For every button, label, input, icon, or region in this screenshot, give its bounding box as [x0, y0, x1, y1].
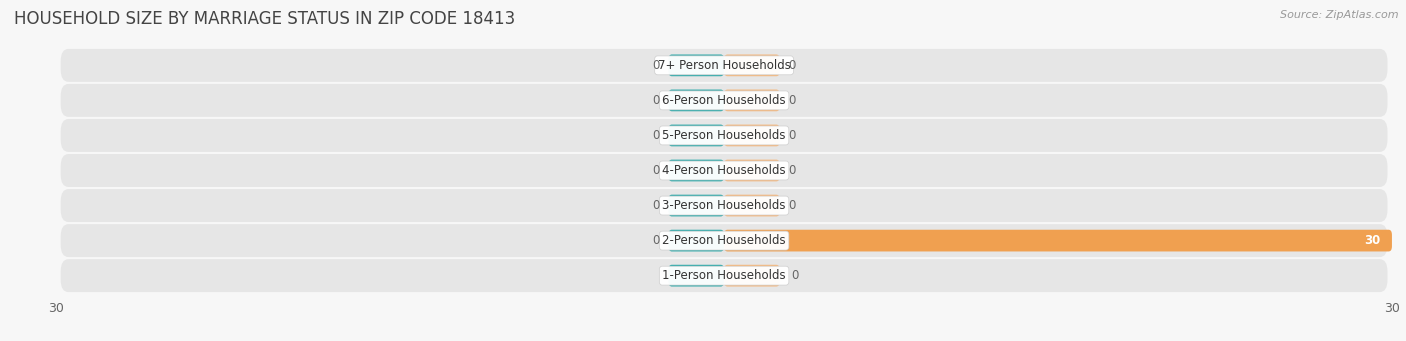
- Text: Source: ZipAtlas.com: Source: ZipAtlas.com: [1281, 10, 1399, 20]
- Text: 0: 0: [789, 199, 796, 212]
- FancyBboxPatch shape: [668, 90, 724, 111]
- FancyBboxPatch shape: [668, 55, 724, 76]
- FancyBboxPatch shape: [60, 49, 1388, 82]
- Text: 7+ Person Households: 7+ Person Households: [658, 59, 790, 72]
- FancyBboxPatch shape: [724, 90, 780, 111]
- FancyBboxPatch shape: [724, 230, 1392, 251]
- Text: 0: 0: [652, 199, 659, 212]
- FancyBboxPatch shape: [60, 259, 1388, 292]
- FancyBboxPatch shape: [668, 265, 724, 286]
- Text: 0: 0: [652, 59, 659, 72]
- FancyBboxPatch shape: [668, 124, 724, 146]
- FancyBboxPatch shape: [668, 230, 724, 251]
- Text: 0: 0: [789, 129, 796, 142]
- FancyBboxPatch shape: [724, 265, 780, 286]
- FancyBboxPatch shape: [60, 224, 1388, 257]
- Text: 5-Person Households: 5-Person Households: [662, 129, 786, 142]
- FancyBboxPatch shape: [668, 160, 724, 181]
- FancyBboxPatch shape: [724, 124, 780, 146]
- Text: 2-Person Households: 2-Person Households: [662, 234, 786, 247]
- Text: 0: 0: [789, 59, 796, 72]
- Text: 0: 0: [790, 269, 799, 282]
- Text: 1-Person Households: 1-Person Households: [662, 269, 786, 282]
- Text: 0: 0: [652, 129, 659, 142]
- FancyBboxPatch shape: [60, 154, 1388, 187]
- Text: 4-Person Households: 4-Person Households: [662, 164, 786, 177]
- FancyBboxPatch shape: [60, 119, 1388, 152]
- Text: 0: 0: [652, 234, 659, 247]
- FancyBboxPatch shape: [724, 55, 780, 76]
- FancyBboxPatch shape: [60, 189, 1388, 222]
- Text: 0: 0: [789, 164, 796, 177]
- FancyBboxPatch shape: [60, 84, 1388, 117]
- Text: 3-Person Households: 3-Person Households: [662, 199, 786, 212]
- Text: HOUSEHOLD SIZE BY MARRIAGE STATUS IN ZIP CODE 18413: HOUSEHOLD SIZE BY MARRIAGE STATUS IN ZIP…: [14, 10, 516, 28]
- FancyBboxPatch shape: [724, 160, 780, 181]
- FancyBboxPatch shape: [668, 195, 724, 217]
- Text: 30: 30: [1365, 234, 1381, 247]
- Text: 0: 0: [652, 164, 659, 177]
- FancyBboxPatch shape: [724, 195, 780, 217]
- Text: 6-Person Households: 6-Person Households: [662, 94, 786, 107]
- Text: 0: 0: [789, 94, 796, 107]
- Text: 0: 0: [652, 94, 659, 107]
